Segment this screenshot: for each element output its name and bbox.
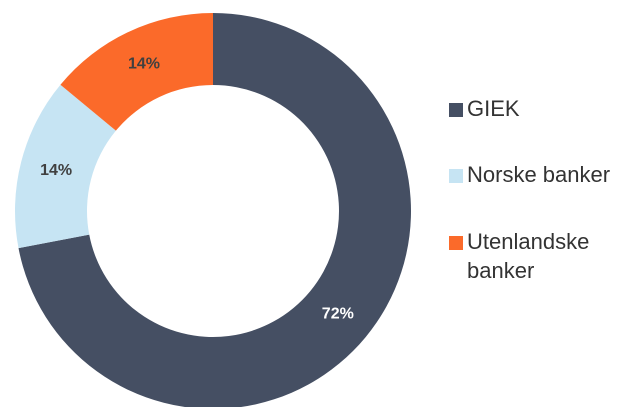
legend-swatch [449, 236, 463, 250]
legend-swatch [449, 103, 463, 117]
donut-segment [14, 84, 116, 249]
data-label: 14% [128, 56, 160, 73]
data-label: 72% [322, 305, 354, 322]
legend-label: GIEK [467, 96, 520, 121]
legend-swatch [449, 169, 463, 183]
legend-item: Norske banker [449, 162, 643, 189]
data-label: 14% [40, 162, 72, 179]
legend-label: Utenlandske banker [467, 229, 590, 283]
donut-segment [60, 13, 213, 131]
legend-item: GIEK [449, 96, 643, 123]
legend-item: Utenlandske banker [449, 229, 643, 285]
legend-label: Norske banker [467, 162, 611, 187]
donut-segment [18, 13, 411, 407]
